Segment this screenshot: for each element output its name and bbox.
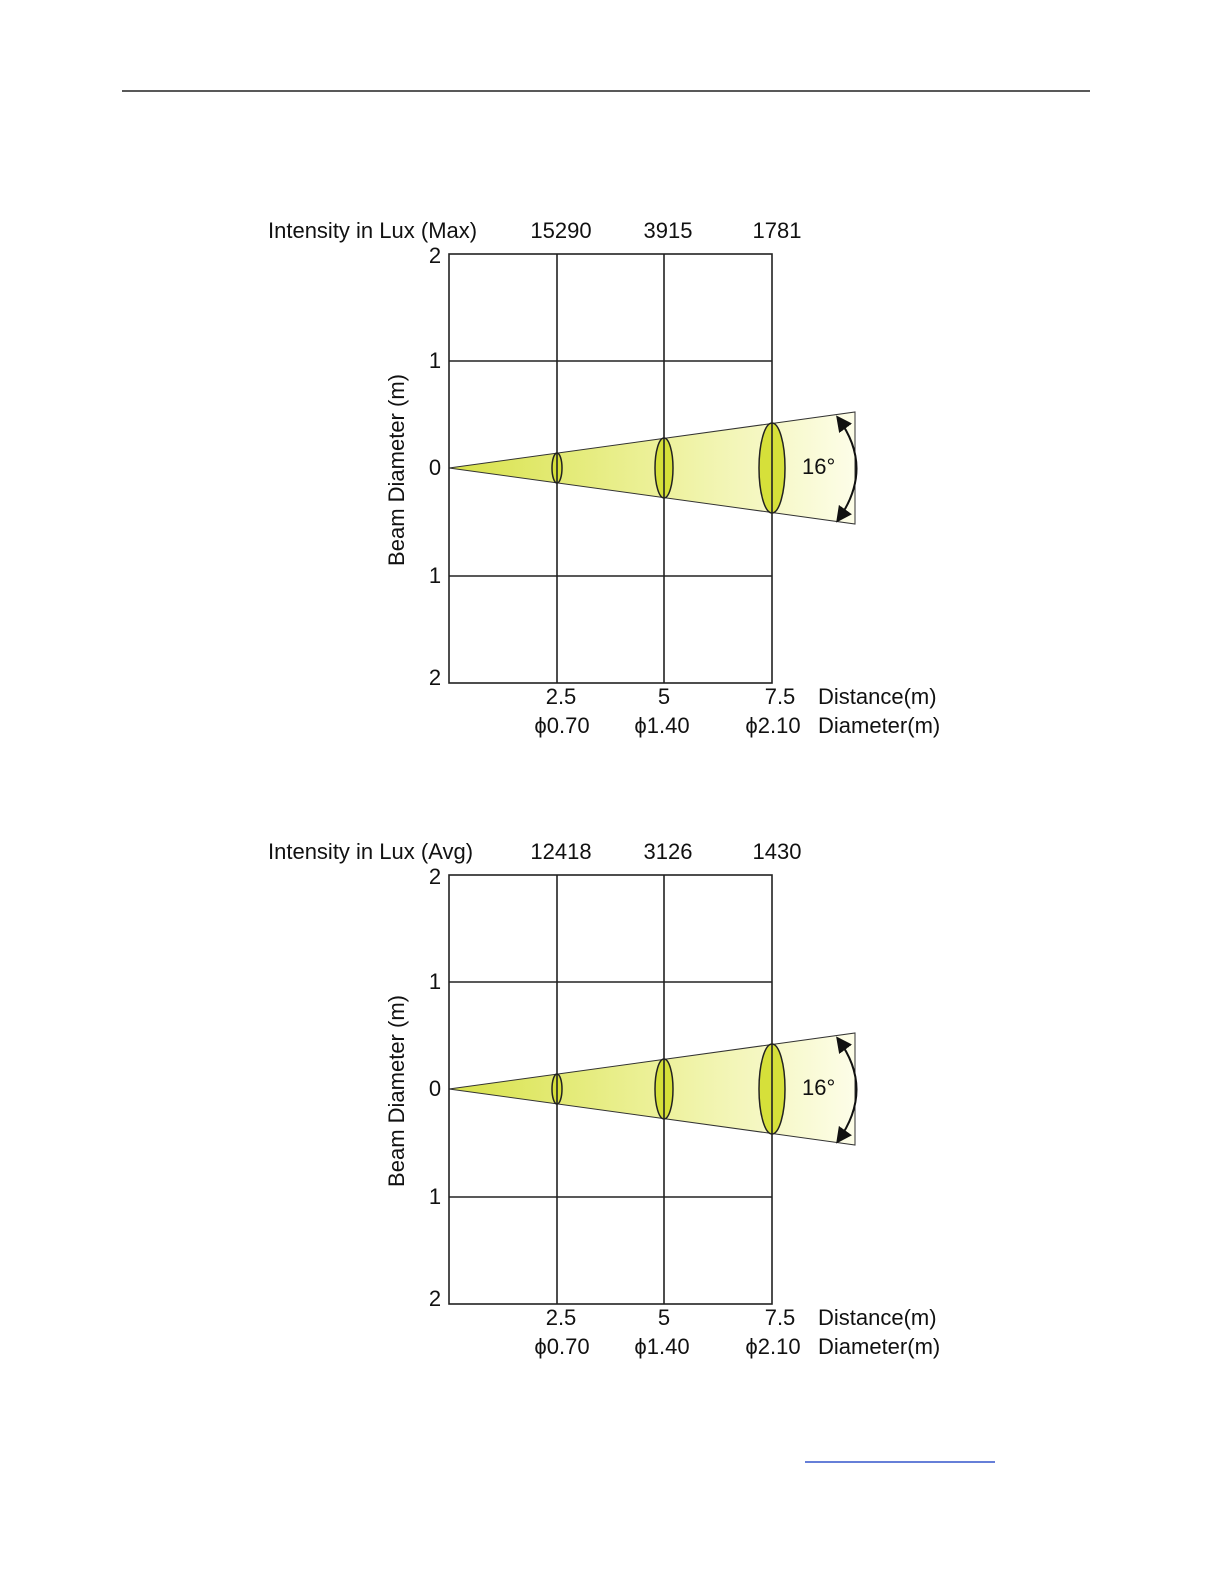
diagrams: 16°Intensity in Lux (Max) 15290 3915 178121… bbox=[268, 218, 940, 1359]
angle-arrow bbox=[836, 1036, 858, 1144]
distance-value: 7.5 bbox=[765, 684, 796, 709]
distance-value: 5 bbox=[658, 1305, 670, 1330]
y-tick-label: 2 bbox=[429, 665, 441, 690]
intensity-value: 1430 bbox=[753, 839, 802, 864]
y-tick-label: 2 bbox=[429, 1286, 441, 1311]
y-tick-label: 1 bbox=[429, 563, 441, 588]
y-tick-label: 0 bbox=[429, 455, 441, 480]
y-axis-label: Beam Diameter (m) bbox=[384, 374, 409, 566]
diameter-value: ϕ1.40 bbox=[634, 713, 689, 738]
y-tick-label: 1 bbox=[429, 1184, 441, 1209]
y-axis-label: Beam Diameter (m) bbox=[384, 995, 409, 1187]
diameter-value: ϕ1.40 bbox=[634, 1334, 689, 1359]
distance-value: 7.5 bbox=[765, 1305, 796, 1330]
diameter-label: Diameter(m) bbox=[818, 1334, 940, 1359]
grid-frame bbox=[448, 253, 773, 684]
distance-label: Distance(m) bbox=[818, 1305, 937, 1330]
angle-label: 16° bbox=[802, 454, 835, 479]
intensity-value: 12418 bbox=[530, 839, 591, 864]
intensity-value: 15290 bbox=[530, 218, 591, 243]
beam-diagram: 16° Intensity in Lux (Max) 15290 3915 1781 2 1… bbox=[268, 218, 940, 738]
diameter-value: ϕ2.10 bbox=[745, 713, 800, 738]
beam-diagram: 16° Intensity in Lux (Avg) 12418 3126 1430 2 1… bbox=[268, 839, 940, 1359]
distance-value: 2.5 bbox=[546, 684, 577, 709]
beam-cone bbox=[448, 411, 856, 525]
y-tick-label: 1 bbox=[429, 969, 441, 994]
intensity-label: Intensity in Lux (Avg) bbox=[268, 839, 473, 864]
beam-cone bbox=[448, 1032, 856, 1146]
angle-label: 16° bbox=[802, 1075, 835, 1100]
intensity-value: 3126 bbox=[644, 839, 693, 864]
y-tick-label: 2 bbox=[429, 864, 441, 889]
diameter-value: ϕ0.70 bbox=[534, 1334, 589, 1359]
diameter-value: ϕ2.10 bbox=[745, 1334, 800, 1359]
distance-value: 5 bbox=[658, 684, 670, 709]
angle-arrow bbox=[836, 415, 858, 523]
grid-frame bbox=[448, 874, 773, 1305]
distance-label: Distance(m) bbox=[818, 684, 937, 709]
intensity-value: 1781 bbox=[753, 218, 802, 243]
y-tick-label: 1 bbox=[429, 348, 441, 373]
diameter-value: ϕ0.70 bbox=[534, 713, 589, 738]
distance-value: 2.5 bbox=[546, 1305, 577, 1330]
diameter-label: Diameter(m) bbox=[818, 713, 940, 738]
intensity-label: Intensity in Lux (Max) bbox=[268, 218, 477, 243]
y-tick-label: 2 bbox=[429, 243, 441, 268]
intensity-value: 3915 bbox=[644, 218, 693, 243]
y-tick-label: 0 bbox=[429, 1076, 441, 1101]
